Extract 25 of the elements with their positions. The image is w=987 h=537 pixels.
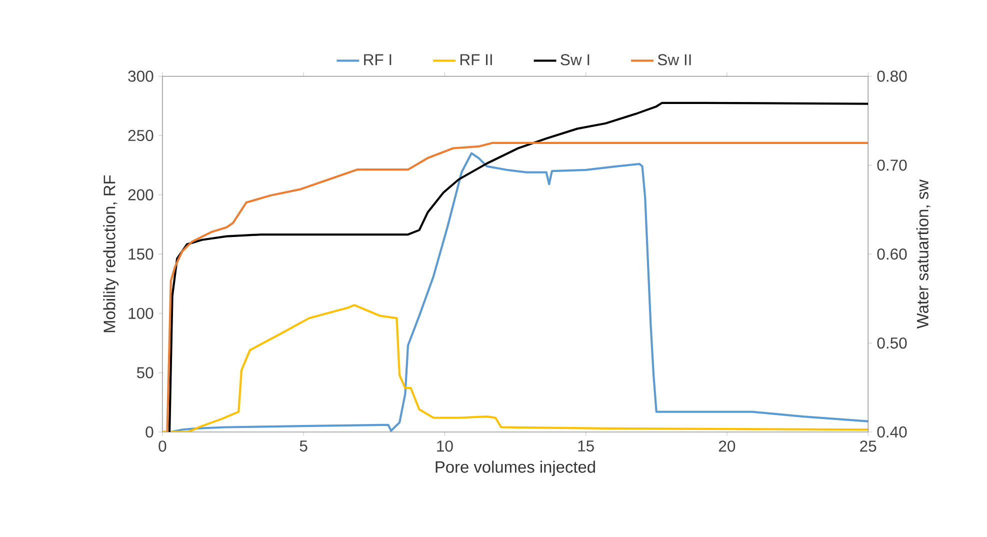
y-tick-label: 250 [128,130,154,141]
y2-tick-label: 0.60 [877,248,907,260]
y2-tick-label: 0.70 [877,159,907,171]
y2-tick-label: 0.50 [877,337,907,348]
legend-label: RF II [460,54,492,65]
y-tick-label: 0 [146,426,154,438]
y-tick-label: 300 [128,70,154,82]
y2-axis-title: Water satuartion, sw [916,179,930,328]
y-axis-title: Mobility reduction, RF [103,175,119,332]
x-tick-label: 25 [860,440,876,452]
legend-label: RF I [364,54,392,65]
x-tick-label: 0 [158,440,166,452]
y2-tick-label: 0.40 [877,426,907,438]
y-tick-label: 150 [128,248,154,260]
x-tick-label: 10 [437,440,453,452]
legend-label: Sw II [658,54,691,66]
x-tick-label: 20 [718,440,736,452]
x-axis-title: Pore volumes injected [436,460,595,476]
x-tick-label: 5 [300,440,308,452]
y2-tick-label: 0.80 [877,70,907,82]
x-tick-label: 15 [578,440,594,452]
y-tick-label: 100 [128,308,154,319]
y-tick-label: 50 [136,366,154,378]
legend-label: Sw I [560,54,590,66]
y-tick-label: 200 [128,189,154,200]
